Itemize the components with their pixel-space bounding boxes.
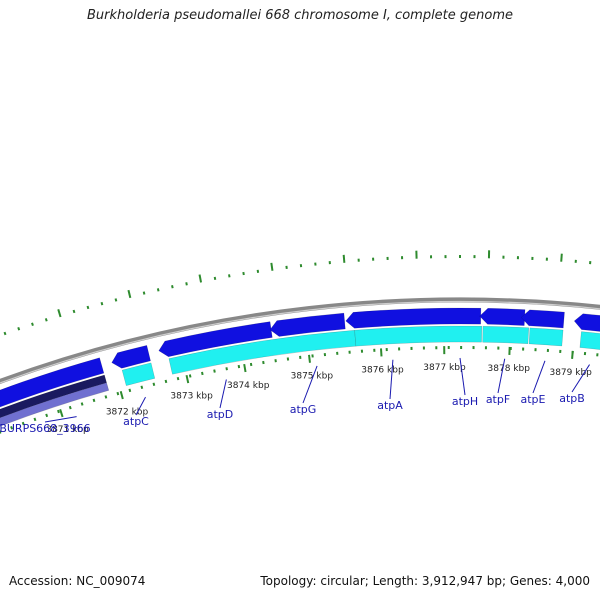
scale-minor-tick bbox=[164, 379, 168, 384]
scale-minor-tick bbox=[68, 405, 72, 410]
gene-label: atpB bbox=[559, 392, 585, 405]
scale-minor-tick bbox=[80, 402, 84, 406]
scale-label: 3875 kbp bbox=[291, 372, 334, 382]
minor-tick bbox=[342, 254, 346, 263]
scale-minor-tick bbox=[188, 374, 192, 378]
minor-tick bbox=[72, 309, 76, 314]
accession-label: Accession: NC_009074 bbox=[9, 574, 146, 588]
scale-minor-tick bbox=[237, 364, 241, 369]
gene-leader-line bbox=[219, 379, 227, 409]
scale-tick bbox=[308, 354, 311, 363]
map-title: Burkholderia pseudomallei 668 chromosome… bbox=[86, 8, 514, 23]
scale-tick bbox=[59, 409, 64, 418]
scale-minor-tick bbox=[140, 385, 144, 389]
minor-tick bbox=[57, 309, 62, 318]
scale-minor-tick bbox=[92, 398, 96, 403]
reverse-cds bbox=[354, 325, 483, 347]
scale-minor-tick bbox=[21, 421, 25, 426]
gene-leader-line bbox=[459, 357, 466, 396]
genome-stats-label: Topology: circular; Length: 3,912,947 bp… bbox=[260, 574, 590, 588]
minor-tick bbox=[86, 305, 90, 310]
minor-tick bbox=[156, 288, 160, 292]
minor-tick bbox=[142, 291, 146, 295]
forward-strand-track bbox=[0, 307, 600, 408]
gene-label: atpC bbox=[123, 415, 149, 428]
scale-minor-tick bbox=[45, 413, 49, 418]
minor-tick bbox=[270, 262, 274, 271]
forward-cds bbox=[479, 308, 526, 326]
forward-cds bbox=[573, 313, 600, 332]
minor-tick bbox=[228, 274, 231, 278]
scale-label: 3879 kbp bbox=[549, 368, 592, 378]
reverse-cds bbox=[528, 327, 564, 347]
minor-tick bbox=[100, 301, 104, 306]
scale-minor-tick bbox=[225, 367, 228, 371]
scale-label: 3873 kbp bbox=[170, 392, 213, 402]
scale-minor-tick bbox=[10, 426, 14, 430]
gene-leader-line bbox=[389, 359, 394, 400]
gene-leader-line bbox=[44, 416, 77, 423]
scale-minor-tick bbox=[176, 376, 180, 381]
gene-label: atpE bbox=[521, 393, 546, 406]
reverse-strand-track bbox=[121, 325, 600, 386]
backbone-ring-highlight bbox=[0, 300, 600, 384]
scale-minor-tick bbox=[213, 369, 216, 373]
minor-tick bbox=[44, 318, 48, 322]
minor-tick bbox=[127, 289, 132, 299]
scale-minor-tick bbox=[104, 395, 108, 399]
reverse-cds bbox=[121, 362, 156, 386]
minor-tick bbox=[213, 276, 217, 281]
scale-minor-tick bbox=[201, 371, 204, 376]
scale-minor-tick bbox=[116, 391, 120, 396]
scale-label: 3877 kbp bbox=[423, 363, 466, 373]
reverse-cds bbox=[482, 325, 530, 345]
gene-label: atpG bbox=[290, 403, 317, 416]
backbone-ring bbox=[0, 297, 600, 385]
forward-cds bbox=[0, 357, 105, 408]
scale-tick bbox=[185, 375, 190, 384]
minor-tick bbox=[17, 327, 21, 331]
gene-label: atpA bbox=[377, 399, 403, 412]
gene-leader-line bbox=[135, 396, 146, 416]
gene-label: atpF bbox=[486, 393, 510, 406]
gene-leader-line bbox=[571, 364, 590, 393]
gene-leader-line bbox=[532, 360, 546, 394]
minor-tick bbox=[185, 282, 188, 286]
scale-label: 3874 kbp bbox=[227, 381, 270, 391]
scale-label: 3872 kbp bbox=[106, 407, 149, 417]
minor-tick bbox=[114, 298, 118, 302]
gene-label: atpH bbox=[452, 395, 478, 408]
gene-label: BURPS668_3966 bbox=[0, 422, 91, 435]
left-feature-track bbox=[0, 374, 110, 427]
scale-tick bbox=[243, 363, 247, 373]
minor-ticks bbox=[3, 250, 592, 336]
minor-tick bbox=[198, 274, 203, 283]
forward-cds bbox=[345, 307, 482, 329]
reverse-cds bbox=[579, 331, 600, 350]
gene-labels: BURPS668_3966 atpC atpD atpG atpA atpH atpF atp… bbox=[0, 357, 590, 435]
forward-cds bbox=[520, 309, 565, 329]
scale-label: 3876 kbp bbox=[361, 365, 404, 375]
forward-cds bbox=[269, 312, 346, 337]
minor-tick bbox=[3, 331, 7, 336]
left-feature-dark bbox=[0, 374, 107, 419]
minor-tick bbox=[171, 285, 174, 289]
left-feature-light bbox=[0, 382, 110, 427]
scale-ticks: 3871 kbp 3872 kbp 3873 kbp 3874 kbp 3875 kbp… bbox=[0, 345, 599, 435]
forward-cds bbox=[111, 345, 151, 369]
scale-minor-tick bbox=[152, 382, 156, 386]
scale-minor-tick bbox=[0, 430, 2, 434]
gene-label: atpD bbox=[207, 408, 234, 421]
scale-label: 3878 kbp bbox=[488, 364, 531, 374]
minor-tick bbox=[31, 322, 34, 326]
minor-tick bbox=[560, 253, 563, 262]
scale-label: 3871 kbp bbox=[46, 425, 89, 435]
scale-tick bbox=[119, 391, 124, 400]
gene-leader-line bbox=[497, 358, 506, 394]
scale-minor-tick bbox=[57, 409, 60, 414]
scale-minor-tick bbox=[128, 388, 132, 393]
scale-minor-tick bbox=[33, 417, 37, 422]
gene-leader-line bbox=[302, 365, 318, 404]
